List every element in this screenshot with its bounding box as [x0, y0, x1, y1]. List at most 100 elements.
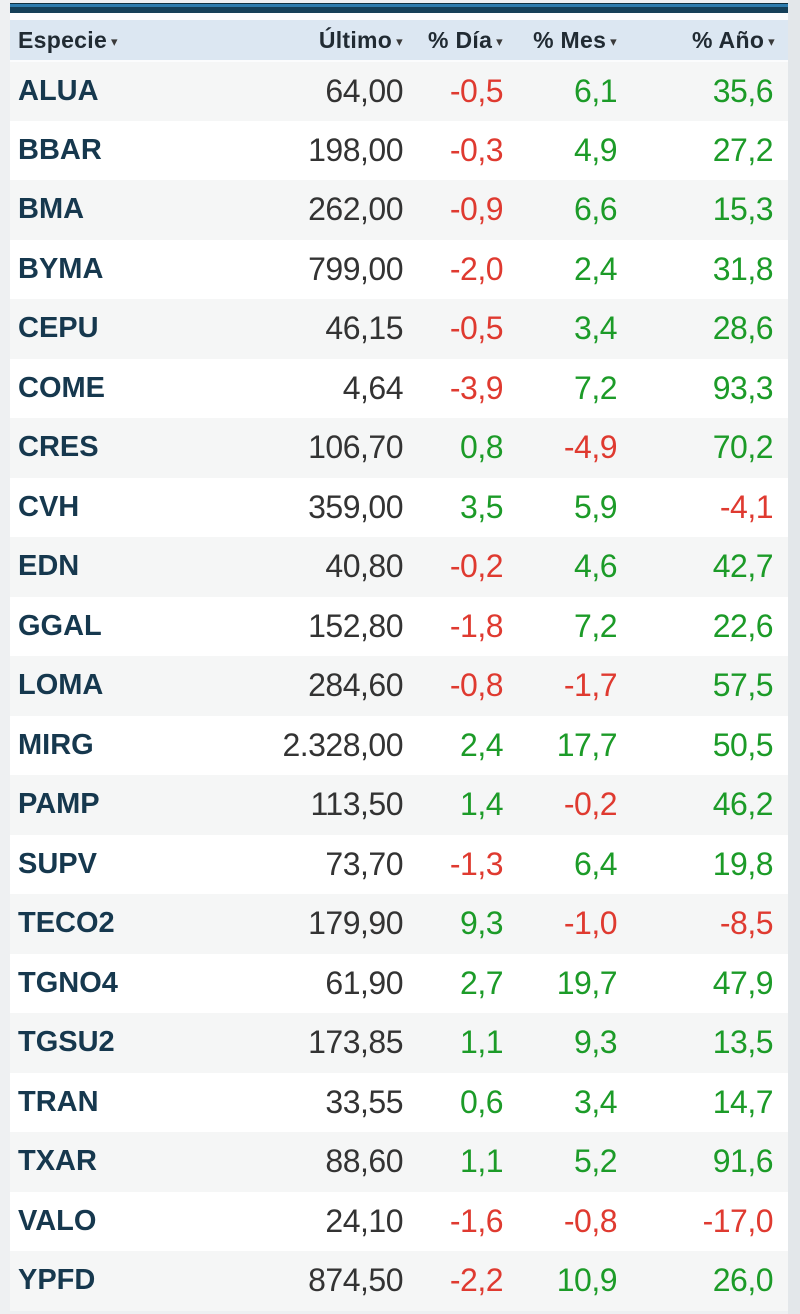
table-row: GGAL 152,80 -1,8 7,2 22,6: [10, 596, 788, 656]
day-change-value: -0,3: [449, 131, 503, 168]
year-change-value: 27,2: [712, 131, 774, 168]
year-change-value: 47,9: [712, 964, 774, 1001]
year-change-value: -17,0: [702, 1202, 774, 1239]
ticker-symbol-link[interactable]: TRAN: [18, 1085, 99, 1118]
day-change-value: -0,8: [449, 667, 503, 704]
column-header-label: % Mes: [533, 26, 607, 53]
table-row: BYMA 799,00 -2,0 2,4 31,8: [10, 239, 788, 299]
year-change-value: 31,8: [712, 250, 774, 287]
last-price-cell: 61,90: [253, 953, 403, 1013]
widget-top-bar: [10, 3, 788, 13]
last-price-value: 73,70: [325, 845, 403, 882]
year-change-cell: 26,0: [617, 1251, 788, 1311]
month-change-value: 4,6: [574, 548, 617, 585]
year-change-value: 13,5: [712, 1024, 774, 1061]
day-change-cell: -3,9: [403, 358, 503, 418]
day-change-value: -1,3: [449, 845, 503, 882]
column-header-especie[interactable]: Especie ▾: [10, 20, 253, 62]
last-price-cell: 284,60: [253, 656, 403, 716]
year-change-value: 22,6: [712, 607, 774, 644]
year-change-cell: 14,7: [617, 1072, 788, 1132]
ticker-symbol-link[interactable]: SUPV: [18, 847, 97, 880]
ticker-symbol-link[interactable]: BBAR: [18, 133, 102, 166]
year-change-value: 35,6: [712, 72, 774, 109]
last-price-value: 4,64: [342, 369, 403, 406]
year-change-cell: 35,6: [617, 61, 788, 121]
ticker-symbol-link[interactable]: TXAR: [18, 1145, 97, 1178]
year-change-cell: 50,5: [617, 715, 788, 775]
month-change-value: 7,2: [574, 369, 617, 406]
month-change-cell: 7,2: [503, 596, 617, 656]
column-header-mes[interactable]: % Mes ▾: [503, 20, 617, 62]
ticker-cell: GGAL: [10, 596, 253, 656]
ticker-cell: TGSU2: [10, 1013, 253, 1073]
year-change-cell: 19,8: [617, 834, 788, 894]
ticker-cell: SUPV: [10, 834, 253, 894]
table-row: VALO 24,10 -1,6 -0,8 -17,0: [10, 1191, 788, 1251]
year-change-cell: 46,2: [617, 775, 788, 835]
year-change-value: 57,5: [712, 667, 774, 704]
year-change-value: 14,7: [712, 1083, 774, 1120]
ticker-symbol-link[interactable]: ALUA: [18, 74, 99, 107]
year-change-value: 91,6: [712, 1143, 774, 1180]
year-change-cell: 15,3: [617, 180, 788, 240]
table-row: SUPV 73,70 -1,3 6,4 19,8: [10, 834, 788, 894]
day-change-cell: -0,5: [403, 61, 503, 121]
ticker-symbol-link[interactable]: CRES: [18, 431, 99, 464]
day-change-value: 9,3: [460, 905, 503, 942]
ticker-symbol-link[interactable]: TECO2: [18, 907, 115, 940]
ticker-symbol-link[interactable]: EDN: [18, 550, 80, 583]
last-price-cell: 46,15: [253, 299, 403, 359]
month-change-value: 7,2: [574, 607, 617, 644]
column-header-dia[interactable]: % Día ▾: [403, 20, 503, 62]
table-row: MIRG 2.328,00 2,4 17,7 50,5: [10, 715, 788, 775]
last-price-value: 2.328,00: [282, 726, 403, 763]
ticker-symbol-link[interactable]: TGSU2: [18, 1026, 115, 1059]
last-price-cell: 24,10: [253, 1191, 403, 1251]
ticker-symbol-link[interactable]: VALO: [18, 1204, 97, 1237]
month-change-value: 5,9: [574, 488, 617, 525]
ticker-symbol-link[interactable]: CVH: [18, 490, 80, 523]
ticker-symbol-link[interactable]: COME: [18, 371, 105, 404]
table-row: TRAN 33,55 0,6 3,4 14,7: [10, 1072, 788, 1132]
day-change-value: 2,7: [460, 964, 503, 1001]
last-price-cell: 2.328,00: [253, 715, 403, 775]
last-price-cell: 113,50: [253, 775, 403, 835]
last-price-cell: 173,85: [253, 1013, 403, 1073]
ticker-cell: ALUA: [10, 61, 253, 121]
ticker-symbol-link[interactable]: LOMA: [18, 669, 104, 702]
year-change-value: 70,2: [712, 429, 774, 466]
ticker-symbol-link[interactable]: PAMP: [18, 788, 100, 821]
month-change-value: -0,2: [563, 786, 617, 823]
ticker-symbol-link[interactable]: BYMA: [18, 252, 104, 285]
day-change-cell: -0,2: [403, 537, 503, 597]
quotes-table: Especie ▾ Último ▾% Día ▾% Mes ▾% Año ▾ ALUA 64…: [10, 20, 788, 1311]
year-change-value: 42,7: [712, 548, 774, 585]
ticker-symbol-link[interactable]: CEPU: [18, 312, 99, 345]
ticker-cell: EDN: [10, 537, 253, 597]
last-price-value: 88,60: [325, 1143, 403, 1180]
ticker-symbol-link[interactable]: MIRG: [18, 728, 94, 761]
month-change-value: -4,9: [563, 429, 617, 466]
last-price-cell: 4,64: [253, 358, 403, 418]
last-price-cell: 152,80: [253, 596, 403, 656]
column-header-ano[interactable]: % Año ▾: [617, 20, 788, 62]
table-row: TXAR 88,60 1,1 5,2 91,6: [10, 1132, 788, 1192]
day-change-cell: -0,9: [403, 180, 503, 240]
ticker-cell: CEPU: [10, 299, 253, 359]
ticker-cell: BYMA: [10, 239, 253, 299]
year-change-cell: -8,5: [617, 894, 788, 954]
widget-header-gap: [10, 13, 788, 20]
month-change-value: -1,0: [563, 905, 617, 942]
day-change-cell: 2,4: [403, 715, 503, 775]
ticker-symbol-link[interactable]: GGAL: [18, 609, 102, 642]
day-change-cell: -1,3: [403, 834, 503, 894]
ticker-symbol-link[interactable]: YPFD: [18, 1264, 96, 1297]
year-change-cell: -17,0: [617, 1191, 788, 1251]
ticker-symbol-link[interactable]: TGNO4: [18, 966, 118, 999]
day-change-value: -0,5: [449, 310, 503, 347]
table-row: LOMA 284,60 -0,8 -1,7 57,5: [10, 656, 788, 716]
ticker-symbol-link[interactable]: BMA: [18, 193, 85, 226]
column-header-ultimo[interactable]: Último ▾: [253, 20, 403, 62]
ticker-cell: CRES: [10, 418, 253, 478]
